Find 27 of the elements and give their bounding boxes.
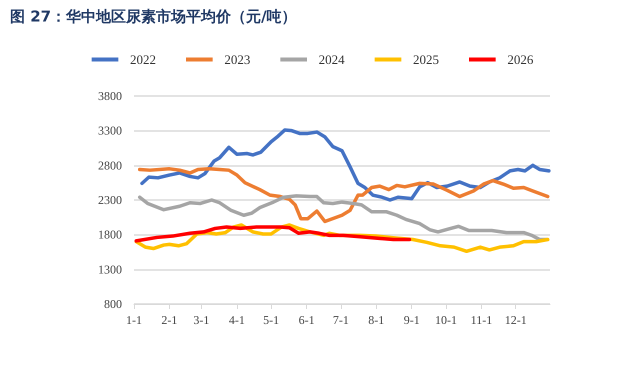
line-series <box>138 167 550 224</box>
x-tick-label: 8-1 <box>368 313 384 327</box>
x-tick-label: 2-1 <box>161 313 178 327</box>
x-tick-label: 7-1 <box>332 313 349 327</box>
y-tick-label: 1800 <box>98 228 122 242</box>
y-tick-label: 3300 <box>98 124 122 138</box>
legend-label: 2026 <box>507 52 534 67</box>
y-tick-label: 2800 <box>98 158 122 172</box>
x-tick-label: 11-1 <box>470 313 492 327</box>
x-tick-label: 1-1 <box>126 313 142 327</box>
y-tick-label: 2300 <box>98 193 122 207</box>
x-tick-label: 9-1 <box>404 313 420 327</box>
x-tick-label: 12-1 <box>504 313 527 327</box>
chart-title: 图 27：华中地区尿素市场平均价（元/吨） <box>10 8 297 26</box>
x-tick-label: 3-1 <box>193 313 210 327</box>
legend-label: 2023 <box>224 52 250 67</box>
line-series <box>134 225 412 243</box>
legend-label: 2022 <box>130 52 156 67</box>
y-tick-label: 1300 <box>98 262 122 276</box>
legend-label: 2025 <box>413 52 439 67</box>
x-tick-label: 6-1 <box>298 313 315 327</box>
y-tick-label: 800 <box>104 297 122 311</box>
y-tick-label: 3800 <box>98 89 122 103</box>
x-tick-label: 5-1 <box>263 313 280 327</box>
x-tick-label: 4-1 <box>228 313 245 327</box>
legend-label: 2024 <box>318 52 346 67</box>
x-tick-label: 10-1 <box>435 313 457 327</box>
